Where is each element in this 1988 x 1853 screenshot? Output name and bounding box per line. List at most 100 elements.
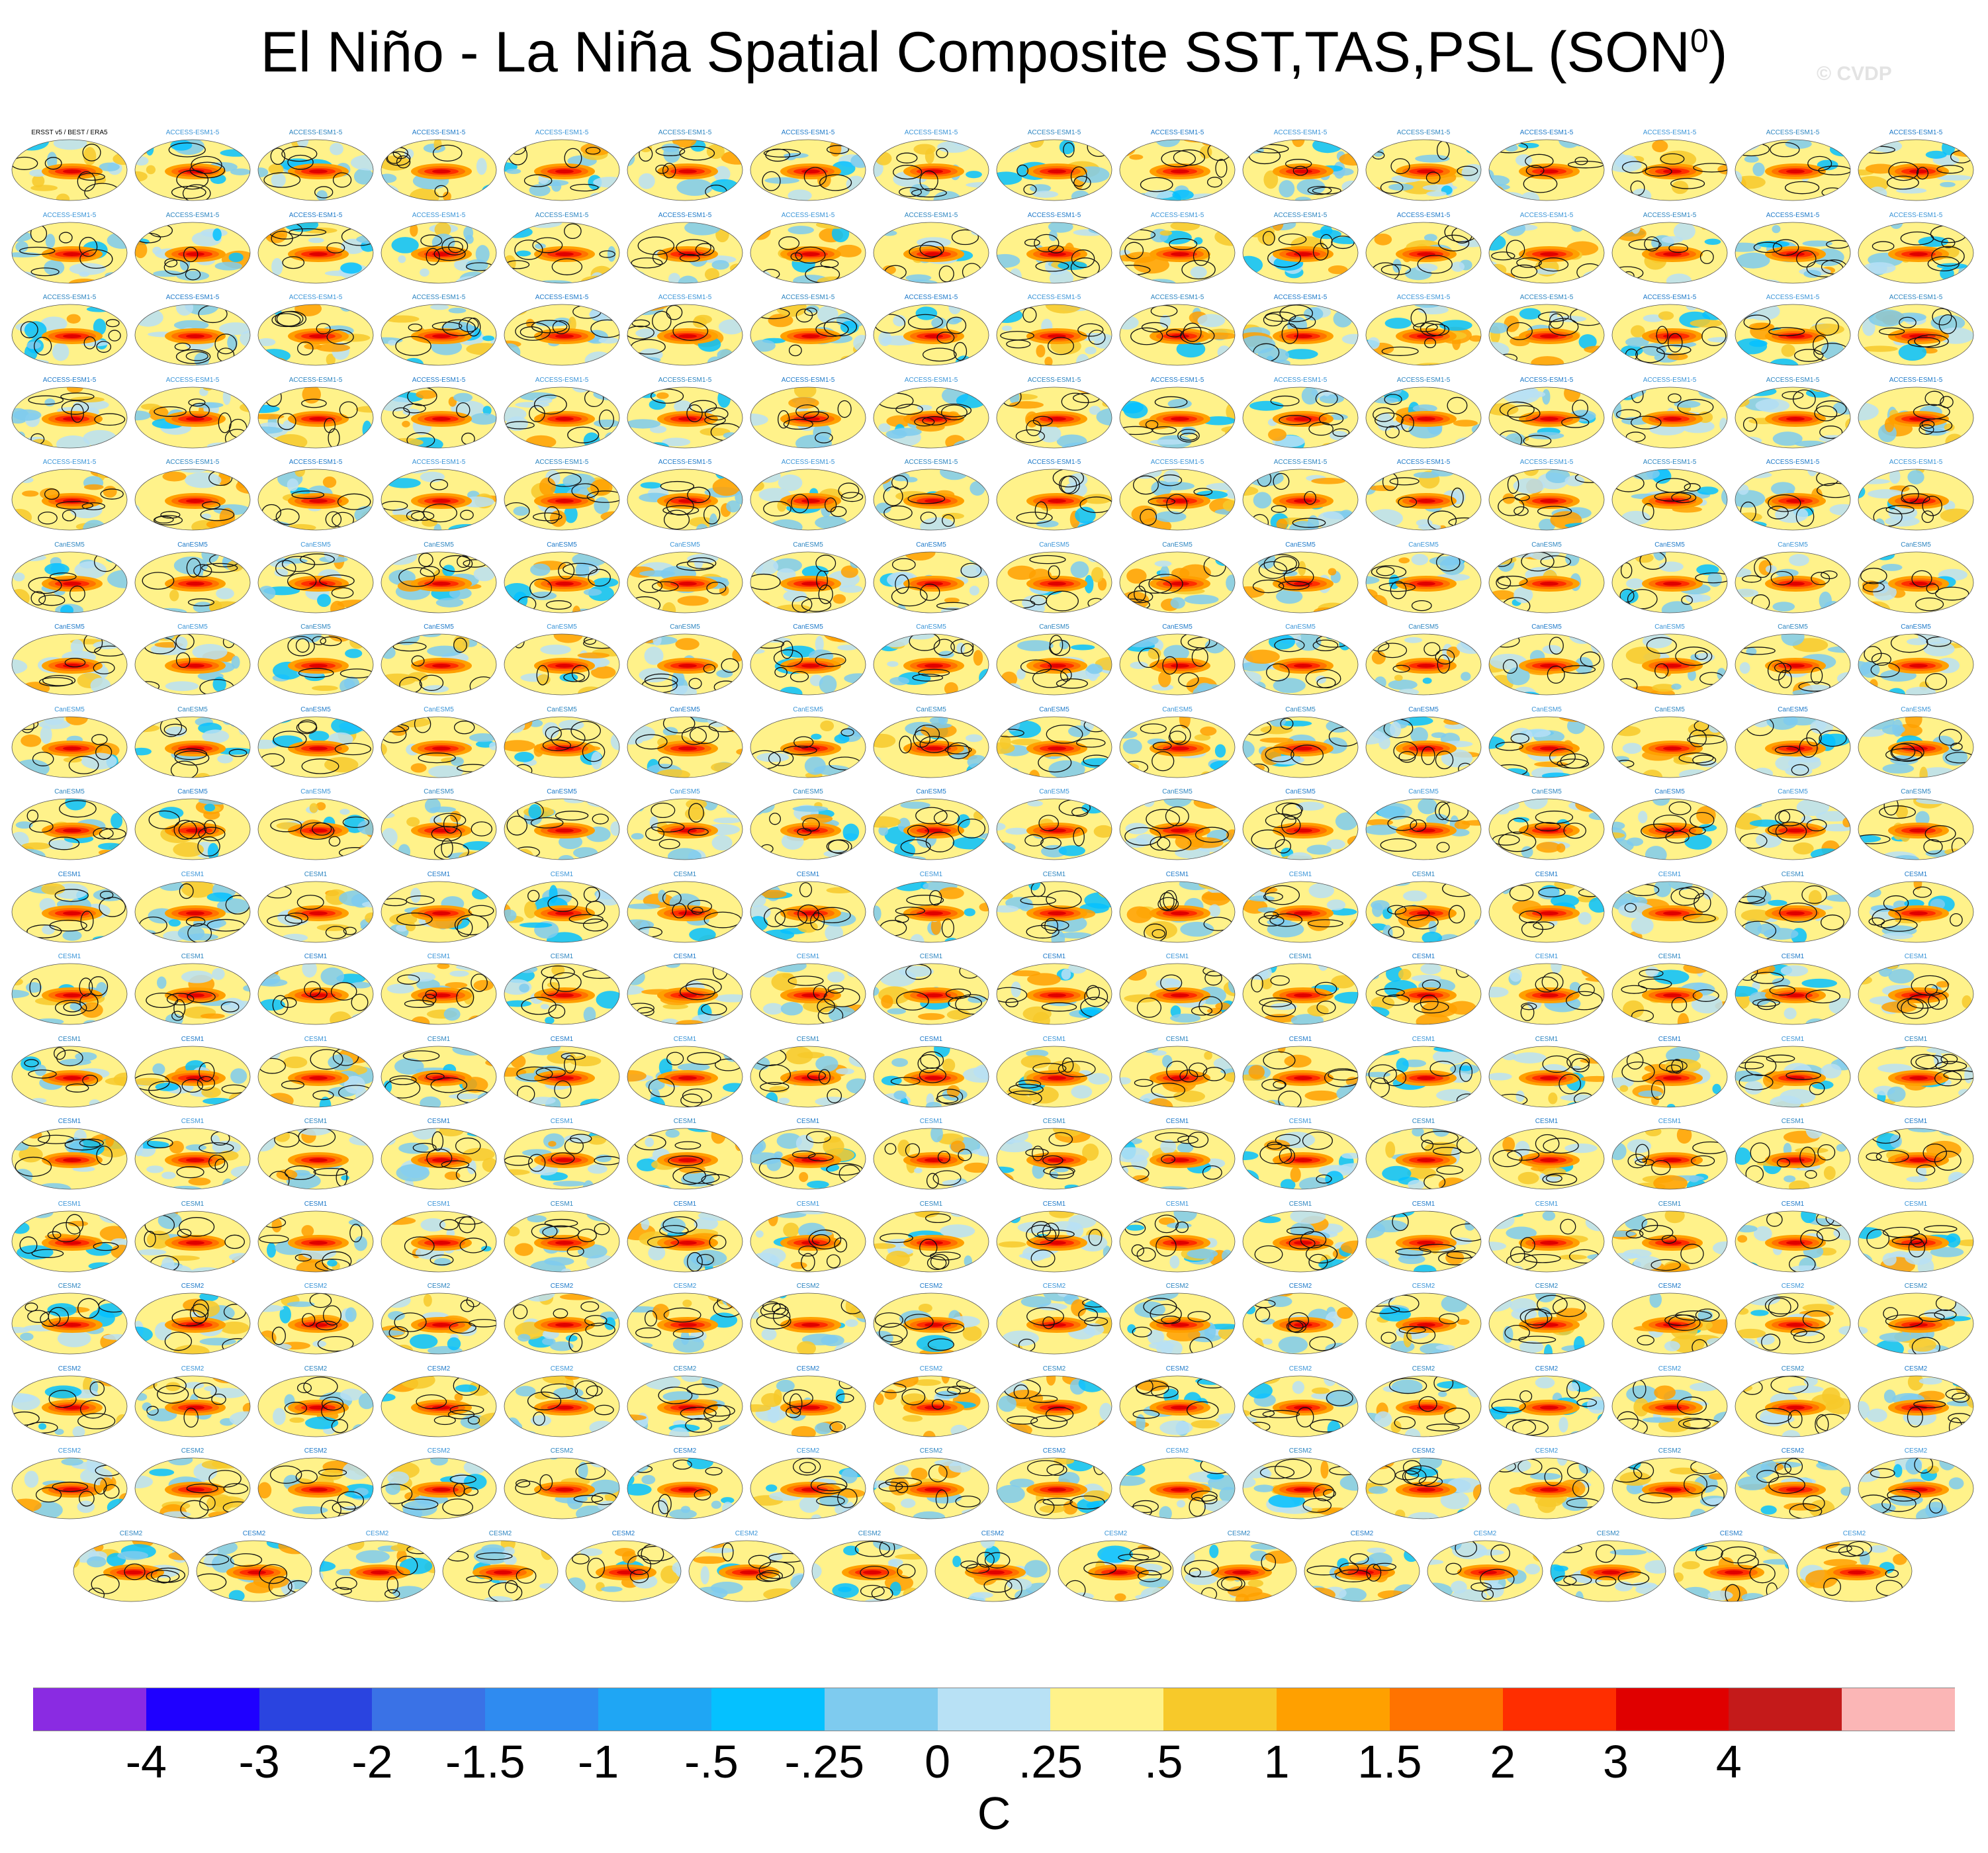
panel-title: CESM2: [1350, 1529, 1374, 1537]
panel-title: CESM1: [550, 1118, 574, 1125]
map-panel: CESM1: [8, 953, 131, 1027]
map-outline: [134, 1128, 251, 1190]
map-panel-svg: [504, 1457, 620, 1519]
map-outline: [1365, 386, 1482, 448]
panel-title: CESM2: [796, 1447, 820, 1455]
panel-title: CESM2: [1842, 1529, 1866, 1537]
map-outline: [134, 798, 251, 860]
map-panel: CESM1: [254, 1200, 377, 1275]
panel-title: CESM1: [550, 870, 574, 878]
map-panel-svg: [996, 304, 1112, 366]
map-panel: ACCESS-ESM1-5: [500, 377, 623, 451]
map-panel-svg: [257, 551, 374, 613]
panel-title: CanESM5: [916, 788, 946, 795]
map-outline: [11, 386, 128, 448]
map-panel: CESM1: [1608, 1036, 1731, 1110]
map-outline: [257, 1128, 374, 1190]
map-panel-svg: [1611, 798, 1728, 860]
map-outline: [1242, 1457, 1359, 1519]
map-panel: CESM1: [870, 1036, 993, 1110]
map-panel: CESM1: [377, 1036, 500, 1110]
map-panel-svg: [1119, 386, 1236, 448]
map-outline: [1242, 139, 1359, 201]
map-panel-svg: [1119, 1046, 1236, 1107]
map-panel-svg: [1858, 222, 1974, 283]
map-outline: [1611, 304, 1728, 366]
panel-title: ACCESS-ESM1-5: [165, 376, 220, 384]
map-outline: [381, 798, 497, 860]
map-panel-svg: [1365, 551, 1482, 613]
map-panel-svg: [996, 881, 1112, 942]
map-panel-svg: [750, 139, 866, 201]
map-outline: [873, 139, 989, 201]
map-panel: CanESM5: [870, 541, 993, 615]
panel-title: CanESM5: [1778, 623, 1808, 631]
panel-title: CESM1: [796, 1118, 820, 1125]
map-panel-svg: [1611, 716, 1728, 778]
panel-title: CESM1: [1042, 870, 1066, 878]
panel-title: CESM2: [242, 1529, 266, 1537]
panel-title: CanESM5: [54, 541, 85, 549]
map-outline: [1858, 1128, 1974, 1190]
map-panel-svg: [750, 881, 866, 942]
map-panel: ACCESS-ESM1-5: [131, 377, 254, 451]
map-panel: CESM1: [377, 953, 500, 1027]
panel-title: CESM1: [1412, 953, 1435, 960]
panel-title: ACCESS-ESM1-5: [412, 211, 466, 219]
map-panel: CESM2: [1362, 1447, 1485, 1521]
map-outline: [1735, 633, 1851, 696]
map-panel: ACCESS-ESM1-5: [993, 294, 1116, 368]
map-outline: [257, 1210, 374, 1272]
map-panel: CESM1: [1485, 1118, 1608, 1192]
map-panel: ACCESS-ESM1-5: [1731, 129, 1854, 203]
map-panel: CanESM5: [500, 623, 623, 698]
map-panel: CESM2: [439, 1530, 562, 1604]
panel-title: CESM1: [1412, 1118, 1435, 1125]
map-panel-svg: [134, 1375, 251, 1437]
colorbar-box: [1389, 1688, 1504, 1731]
map-panel-svg: [1611, 551, 1728, 613]
panel-title: CESM2: [550, 1365, 574, 1373]
panel-title: CESM1: [1904, 953, 1928, 960]
panel-title: CESM1: [427, 1118, 451, 1125]
panel-title: CESM2: [796, 1365, 820, 1373]
map-panel-svg: [1611, 304, 1728, 366]
panel-title: CESM2: [1535, 1283, 1559, 1290]
map-panel: ACCESS-ESM1-5: [1116, 377, 1239, 451]
map-panel: CESM1: [1731, 1118, 1854, 1192]
map-outline: [504, 963, 620, 1025]
panel-title: ACCESS-ESM1-5: [904, 211, 958, 219]
panel-title: CESM2: [181, 1283, 204, 1290]
colorbar-box: [372, 1688, 486, 1731]
map-panel: CESM1: [254, 871, 377, 945]
map-panel: CanESM5: [1239, 541, 1362, 615]
map-outline: [1365, 551, 1482, 613]
map-outline: [627, 716, 743, 778]
panel-title: ACCESS-ESM1-5: [1889, 294, 1943, 301]
map-outline: [504, 1210, 620, 1272]
map-panel-svg: [627, 633, 743, 696]
map-panel: ACCESS-ESM1-5: [1362, 294, 1485, 368]
map-outline: [1611, 1210, 1728, 1272]
map-outline: [134, 139, 251, 201]
map-panel-svg: [750, 716, 866, 778]
map-outline: [1119, 881, 1236, 942]
map-panel: CanESM5: [1731, 788, 1854, 862]
map-outline: [1611, 798, 1728, 860]
map-outline: [257, 881, 374, 942]
map-panel-svg: [873, 1292, 989, 1355]
map-outline: [134, 551, 251, 613]
map-panel: CESM2: [1731, 1283, 1854, 1357]
map-panel: CESM1: [1608, 1200, 1731, 1275]
panel-title: CESM2: [981, 1529, 1005, 1537]
map-panel-svg: [1119, 222, 1236, 283]
panel-title: ACCESS-ESM1-5: [1889, 211, 1943, 219]
panel-title: ACCESS-ESM1-5: [1889, 376, 1943, 384]
map-panel: ACCESS-ESM1-5: [1854, 129, 1977, 203]
map-outline: [1611, 1046, 1728, 1107]
panel-title: CanESM5: [1531, 623, 1562, 631]
map-panel: ACCESS-ESM1-5: [8, 377, 131, 451]
map-outline: [996, 716, 1112, 778]
panel-title: CESM2: [58, 1447, 81, 1455]
map-panel-svg: [996, 386, 1112, 448]
